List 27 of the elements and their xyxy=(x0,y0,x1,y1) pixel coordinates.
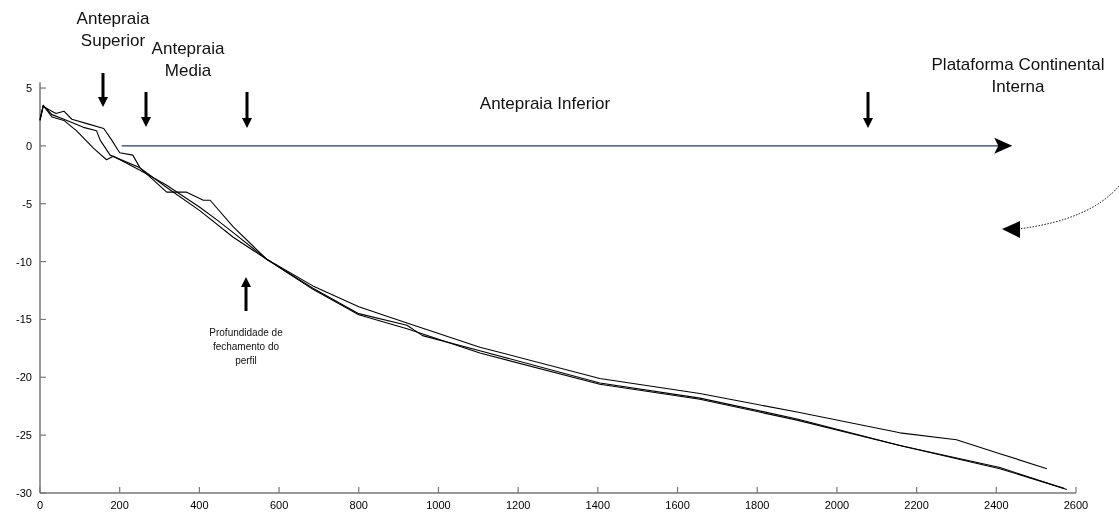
y-tick-label: -5 xyxy=(22,197,32,210)
annotation: Profundidade de fechamento do perfil xyxy=(209,327,284,366)
y-tick-label: -10 xyxy=(16,255,32,268)
x-tick-label: 1400 xyxy=(585,499,611,511)
annotation: Antepraia Inferior xyxy=(479,94,611,113)
x-tick-label: 1600 xyxy=(665,499,690,511)
x-tick-label: 2200 xyxy=(904,499,929,511)
y-tick-label: -25 xyxy=(16,429,32,442)
text: Antepraia Superior xyxy=(76,9,150,50)
x-tick-label: 600 xyxy=(269,499,289,511)
x-tick-label: 1200 xyxy=(505,499,531,511)
y-tick-label: 5 xyxy=(25,82,32,95)
x-tick-label: 0 xyxy=(36,499,44,511)
x-tick-label: 2600 xyxy=(1063,499,1089,511)
y-tick-label: 0 xyxy=(25,139,32,152)
y-tick-label: -15 xyxy=(16,313,32,326)
x-tick-label: 200 xyxy=(110,499,129,511)
x-tick-label: 1000 xyxy=(426,499,451,511)
x-tick-label: 400 xyxy=(190,499,209,511)
x-tick-label: 2400 xyxy=(984,499,1009,511)
y-tick-label: -20 xyxy=(16,371,32,384)
x-tick-label: 800 xyxy=(349,499,368,511)
annotation: Plataforma Continental Interna xyxy=(931,55,1105,96)
x-tick-label: 2000 xyxy=(824,499,850,511)
y-tick-label: -30 xyxy=(16,487,32,499)
text: Antepraia Media xyxy=(151,39,225,80)
x-tick-label: 1800 xyxy=(744,499,770,511)
